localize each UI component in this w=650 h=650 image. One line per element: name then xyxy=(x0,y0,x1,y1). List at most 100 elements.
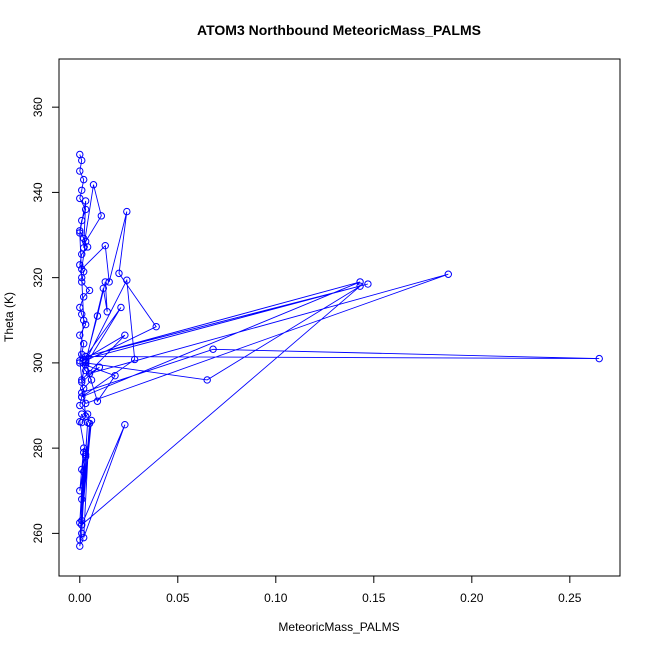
data-point xyxy=(117,303,125,312)
data-point xyxy=(105,278,113,286)
data-point xyxy=(203,376,211,384)
series-layer xyxy=(76,150,603,550)
x-axis: 0.00 0.05 0.10 0.15 0.20 0.25 xyxy=(68,575,582,605)
data-point xyxy=(79,316,88,324)
series-line xyxy=(79,154,600,547)
data-point xyxy=(78,265,86,273)
x-tick-label: 0.25 xyxy=(558,591,582,605)
data-point xyxy=(79,467,88,476)
data-point xyxy=(103,308,111,316)
data-point xyxy=(78,186,86,194)
x-tick-label: 0.05 xyxy=(166,591,190,605)
data-point xyxy=(595,354,603,363)
data-point xyxy=(79,444,88,452)
data-point xyxy=(101,278,109,286)
data-point xyxy=(111,371,119,380)
data-point xyxy=(76,227,84,235)
y-tick-label: 320 xyxy=(31,267,45,287)
y-tick-label: 360 xyxy=(31,97,45,117)
chart-title: ATOM3 Northbound MeteoricMass_PALMS xyxy=(197,22,481,38)
data-point xyxy=(78,521,86,529)
data-point xyxy=(121,420,129,429)
data-point xyxy=(78,410,86,418)
data-point xyxy=(76,167,84,175)
data-point xyxy=(79,293,88,301)
data-point xyxy=(78,278,86,286)
y-tick-label: 300 xyxy=(31,353,45,373)
data-point xyxy=(81,320,90,329)
data-point xyxy=(99,284,107,293)
data-point xyxy=(76,194,84,203)
y-axis-label: Theta (K) xyxy=(2,292,16,342)
data-point xyxy=(79,175,88,184)
data-point xyxy=(81,399,90,408)
data-point xyxy=(97,212,106,220)
data-point xyxy=(81,450,90,459)
data-point xyxy=(93,312,102,320)
data-point xyxy=(76,229,84,237)
data-point xyxy=(78,378,86,386)
data-point xyxy=(209,345,217,353)
data-point xyxy=(356,278,364,286)
data-point xyxy=(356,282,364,290)
data-point xyxy=(87,376,96,384)
data-point xyxy=(364,280,372,288)
data-point xyxy=(123,276,131,284)
data-point xyxy=(78,389,86,397)
data-point xyxy=(81,237,90,246)
y-tick-label: 280 xyxy=(31,438,45,458)
data-point xyxy=(79,448,88,457)
data-point xyxy=(95,363,104,371)
data-point xyxy=(85,286,94,295)
data-point xyxy=(87,416,96,425)
data-point xyxy=(78,393,86,401)
data-point xyxy=(78,250,86,258)
data-point xyxy=(115,269,123,278)
data-point xyxy=(83,418,92,427)
data-point xyxy=(76,261,84,269)
data-point xyxy=(89,181,98,189)
data-point xyxy=(81,197,90,205)
x-tick-label: 0.10 xyxy=(264,591,288,605)
y-tick-label: 260 xyxy=(31,523,45,543)
data-point xyxy=(81,357,90,365)
data-point xyxy=(78,156,86,165)
data-point xyxy=(81,359,90,367)
data-point xyxy=(79,244,88,252)
data-point xyxy=(444,270,452,278)
data-point xyxy=(152,322,160,331)
data-point xyxy=(123,207,131,216)
data-point xyxy=(101,241,109,250)
x-tick-label: 0.20 xyxy=(460,591,484,605)
data-point xyxy=(83,410,92,418)
data-point xyxy=(79,384,88,393)
data-point xyxy=(81,205,90,214)
data-point xyxy=(93,397,102,405)
x-tick-label: 0.15 xyxy=(362,591,386,605)
data-point xyxy=(76,331,84,339)
data-point xyxy=(78,529,86,538)
y-tick-label: 340 xyxy=(31,182,45,202)
data-point xyxy=(78,495,86,503)
data-point xyxy=(78,273,86,282)
data-point xyxy=(79,533,88,542)
data-point xyxy=(76,303,84,312)
data-point xyxy=(79,340,88,348)
data-point xyxy=(121,331,129,339)
data-point xyxy=(85,369,94,378)
data-point xyxy=(78,350,86,359)
data-point xyxy=(81,412,90,420)
data-point xyxy=(78,516,86,525)
x-tick-label: 0.00 xyxy=(68,591,92,605)
data-point xyxy=(81,452,90,461)
data-point xyxy=(76,418,84,426)
data-point xyxy=(76,519,84,527)
data-point xyxy=(78,465,86,474)
x-axis-label: MeteoricMass_PALMS xyxy=(278,620,399,634)
y-axis: 260 280 300 320 340 360 xyxy=(31,97,60,543)
data-point xyxy=(78,376,86,384)
data-point xyxy=(76,542,84,550)
data-point xyxy=(76,487,84,495)
